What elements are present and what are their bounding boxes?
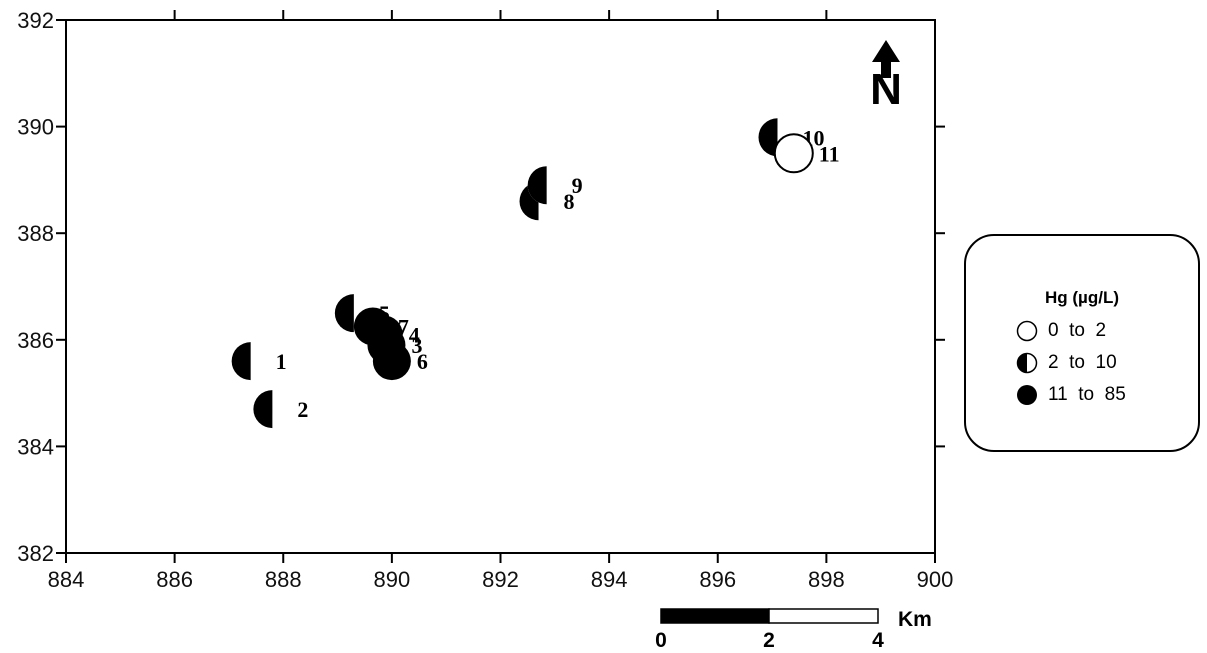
well-marker-half — [758, 118, 778, 157]
well-marker — [353, 307, 392, 346]
y-tick-label: 382 — [17, 541, 54, 566]
legend-title: Hg (µg/L) — [1045, 288, 1119, 307]
plot-axes: 884 886 888 890 892 894 896 898 9003823843863883… — [17, 8, 953, 592]
well-label: 1 — [276, 349, 287, 374]
legend-label: 11 to 85 — [1048, 384, 1126, 405]
well-marker-half — [231, 342, 251, 381]
scale-tick-4: 4 — [872, 629, 884, 652]
x-tick-label: 884 — [48, 567, 85, 592]
well-point-7: 7 — [353, 307, 409, 346]
well-marker-half — [527, 166, 547, 205]
north-arrow-label: N — [870, 65, 902, 114]
x-tick-label: 900 — [917, 567, 954, 592]
y-tick-label: 386 — [17, 328, 54, 353]
legend-item-2-to-10: 2 to 10 — [1016, 350, 1117, 376]
well-points: 1234567891011 — [231, 118, 840, 429]
well-label: 11 — [819, 141, 840, 166]
legend-item-11-to-85: 11 to 85 — [1016, 382, 1126, 408]
well-label: 3 — [411, 333, 422, 358]
open-circle-icon — [1016, 320, 1038, 342]
well-point-11: 11 — [773, 133, 840, 174]
well-point-1: 1 — [231, 342, 287, 381]
scale-bar: Km 0 2 4 — [655, 608, 932, 652]
half-filled-circle-icon — [1016, 352, 1038, 374]
scale-tick-2: 2 — [763, 629, 775, 652]
well-label: 8 — [564, 189, 575, 214]
x-tick-label: 888 — [265, 567, 302, 592]
scale-bar-light-segment — [768, 608, 879, 624]
legend: Hg (µg/L) 0 to 2 2 to 10 11 to 85 — [964, 234, 1200, 452]
north-arrow-icon — [872, 40, 900, 78]
legend-label: 0 to 2 — [1048, 320, 1107, 341]
y-tick-label: 384 — [17, 434, 54, 459]
scale-tick-0: 0 — [655, 629, 667, 652]
well-label: 7 — [398, 314, 409, 339]
x-tick-label: 894 — [591, 567, 628, 592]
x-tick-label: 886 — [156, 567, 193, 592]
well-label: 9 — [572, 173, 583, 198]
well-label: 4 — [409, 322, 420, 347]
well-marker-half — [253, 390, 273, 429]
y-tick-label: 392 — [17, 8, 54, 33]
legend-item-0-to-2: 0 to 2 — [1016, 318, 1106, 344]
x-tick-label: 896 — [699, 567, 736, 592]
filled-circle-icon — [1017, 385, 1037, 405]
well-point-6: 6 — [372, 342, 428, 381]
x-tick-label: 892 — [482, 567, 519, 592]
well-label: 2 — [297, 397, 308, 422]
well-label: 6 — [417, 349, 428, 374]
plot-frame — [65, 19, 936, 554]
x-tick-label: 890 — [374, 567, 411, 592]
y-tick-label: 390 — [17, 115, 54, 140]
legend-label: 2 to 10 — [1048, 352, 1117, 373]
well-marker — [773, 133, 814, 174]
well-marker-half — [334, 294, 354, 333]
scale-bar-unit: Km — [898, 608, 932, 631]
x-tick-label: 898 — [808, 567, 845, 592]
well-marker — [372, 342, 411, 381]
y-tick-label: 388 — [17, 221, 54, 246]
well-point-2: 2 — [253, 390, 308, 429]
north-arrow: N — [870, 40, 902, 114]
scale-bar-dark-segment — [660, 608, 770, 624]
well-point-9: 9 — [527, 166, 583, 205]
